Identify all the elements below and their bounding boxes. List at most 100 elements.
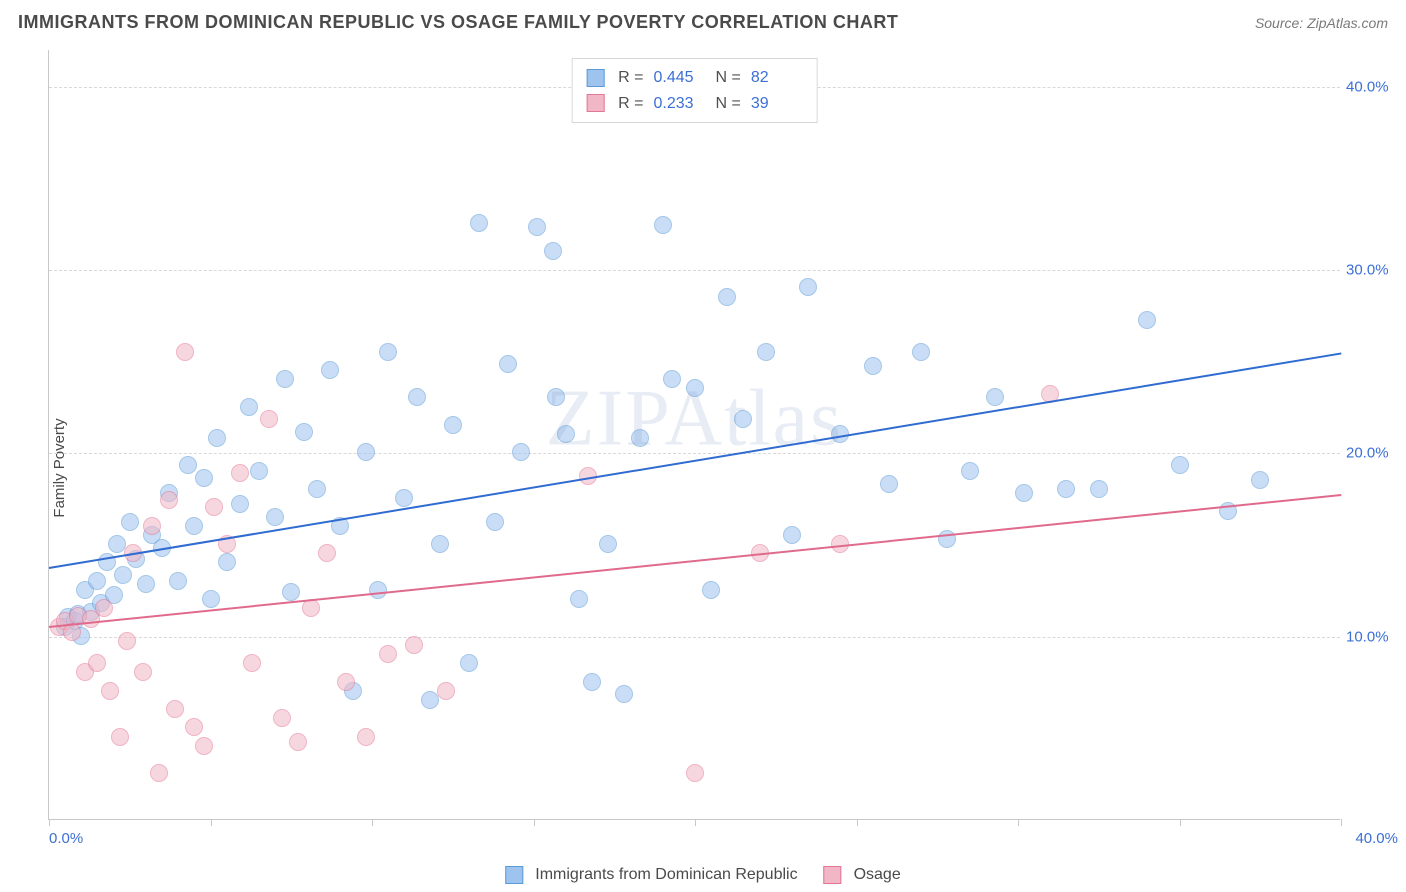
data-point-dr xyxy=(282,583,300,601)
data-point-dr xyxy=(1251,471,1269,489)
data-point-osage xyxy=(95,599,113,617)
data-point-osage xyxy=(111,728,129,746)
corr-legend-row-osage: R = 0.233N = 39 xyxy=(586,91,803,117)
n-value: 39 xyxy=(751,91,803,117)
data-point-osage xyxy=(337,673,355,691)
data-point-dr xyxy=(88,572,106,590)
x-max-label: 40.0% xyxy=(1355,830,1398,847)
data-point-osage xyxy=(205,498,223,516)
data-point-dr xyxy=(512,443,530,461)
data-point-dr xyxy=(308,480,326,498)
legend-item-osage: Osage xyxy=(824,866,901,884)
corr-legend-row-dr: R = 0.445N = 82 xyxy=(586,65,803,91)
data-point-dr xyxy=(408,388,426,406)
data-point-dr xyxy=(702,581,720,599)
n-value: 82 xyxy=(751,65,803,91)
data-point-dr xyxy=(1015,484,1033,502)
y-tick-label: 40.0% xyxy=(1346,78,1402,95)
data-point-dr xyxy=(1171,456,1189,474)
gridline xyxy=(49,270,1340,271)
data-point-dr xyxy=(470,214,488,232)
data-point-dr xyxy=(421,691,439,709)
x-tick xyxy=(695,819,696,826)
r-label: R = xyxy=(618,91,643,117)
chart-header: IMMIGRANTS FROM DOMINICAN REPUBLIC VS OS… xyxy=(0,0,1406,39)
data-point-dr xyxy=(663,370,681,388)
data-point-dr xyxy=(218,553,236,571)
data-point-dr xyxy=(880,475,898,493)
n-label: N = xyxy=(716,65,741,91)
data-point-dr xyxy=(276,370,294,388)
data-point-dr xyxy=(240,398,258,416)
data-point-dr xyxy=(486,513,504,531)
data-point-dr xyxy=(686,379,704,397)
x-tick xyxy=(372,819,373,826)
data-point-osage xyxy=(243,654,261,672)
source-prefix: Source: xyxy=(1255,15,1307,31)
data-point-dr xyxy=(864,357,882,375)
y-tick-label: 10.0% xyxy=(1346,628,1402,645)
data-point-osage xyxy=(318,544,336,562)
data-point-dr xyxy=(599,535,617,553)
x-tick xyxy=(857,819,858,826)
data-point-dr xyxy=(169,572,187,590)
data-point-dr xyxy=(395,489,413,507)
data-point-dr xyxy=(121,513,139,531)
data-point-dr xyxy=(208,429,226,447)
chart-source: Source: ZipAtlas.com xyxy=(1255,15,1388,31)
data-point-dr xyxy=(369,581,387,599)
data-point-osage xyxy=(231,464,249,482)
r-value: 0.233 xyxy=(654,91,706,117)
data-point-dr xyxy=(1090,480,1108,498)
data-point-osage xyxy=(357,728,375,746)
data-point-dr xyxy=(108,535,126,553)
data-point-dr xyxy=(938,530,956,548)
data-point-dr xyxy=(499,355,517,373)
trend-line-osage xyxy=(49,494,1341,628)
data-point-dr xyxy=(547,388,565,406)
y-tick-label: 20.0% xyxy=(1346,445,1402,462)
legend-swatch-icon xyxy=(586,94,604,112)
gridline xyxy=(49,637,1340,638)
data-point-osage xyxy=(437,682,455,700)
data-point-dr xyxy=(734,410,752,428)
data-point-dr xyxy=(202,590,220,608)
data-point-dr xyxy=(570,590,588,608)
data-point-dr xyxy=(250,462,268,480)
data-point-dr xyxy=(460,654,478,672)
data-point-dr xyxy=(179,456,197,474)
data-point-dr xyxy=(912,343,930,361)
data-point-dr xyxy=(295,423,313,441)
data-point-dr xyxy=(583,673,601,691)
data-point-dr xyxy=(379,343,397,361)
data-point-dr xyxy=(231,495,249,513)
data-point-osage xyxy=(379,645,397,663)
data-point-dr xyxy=(799,278,817,296)
x-min-label: 0.0% xyxy=(49,830,83,847)
data-point-dr xyxy=(544,242,562,260)
legend-item-dr: Immigrants from Dominican Republic xyxy=(505,866,797,884)
data-point-osage xyxy=(101,682,119,700)
data-point-dr xyxy=(185,517,203,535)
data-point-osage xyxy=(143,517,161,535)
series-legend: Immigrants from Dominican Republic Osage xyxy=(505,866,900,884)
data-point-dr xyxy=(114,566,132,584)
data-point-dr xyxy=(783,526,801,544)
data-point-dr xyxy=(718,288,736,306)
x-tick xyxy=(534,819,535,826)
legend-label: Immigrants from Dominican Republic xyxy=(535,866,797,884)
legend-swatch-icon xyxy=(824,866,842,884)
plot-region: ZIPAtlas R = 0.445N = 82R = 0.233N = 39 … xyxy=(48,50,1340,820)
chart-area: Family Poverty ZIPAtlas R = 0.445N = 82R… xyxy=(0,44,1406,892)
data-point-dr xyxy=(986,388,1004,406)
data-point-osage xyxy=(195,737,213,755)
data-point-dr xyxy=(631,429,649,447)
data-point-dr xyxy=(444,416,462,434)
data-point-osage xyxy=(260,410,278,428)
chart-title: IMMIGRANTS FROM DOMINICAN REPUBLIC VS OS… xyxy=(18,12,898,33)
data-point-dr xyxy=(961,462,979,480)
data-point-dr xyxy=(1057,480,1075,498)
data-point-dr xyxy=(654,216,672,234)
data-point-osage xyxy=(166,700,184,718)
data-point-osage xyxy=(405,636,423,654)
